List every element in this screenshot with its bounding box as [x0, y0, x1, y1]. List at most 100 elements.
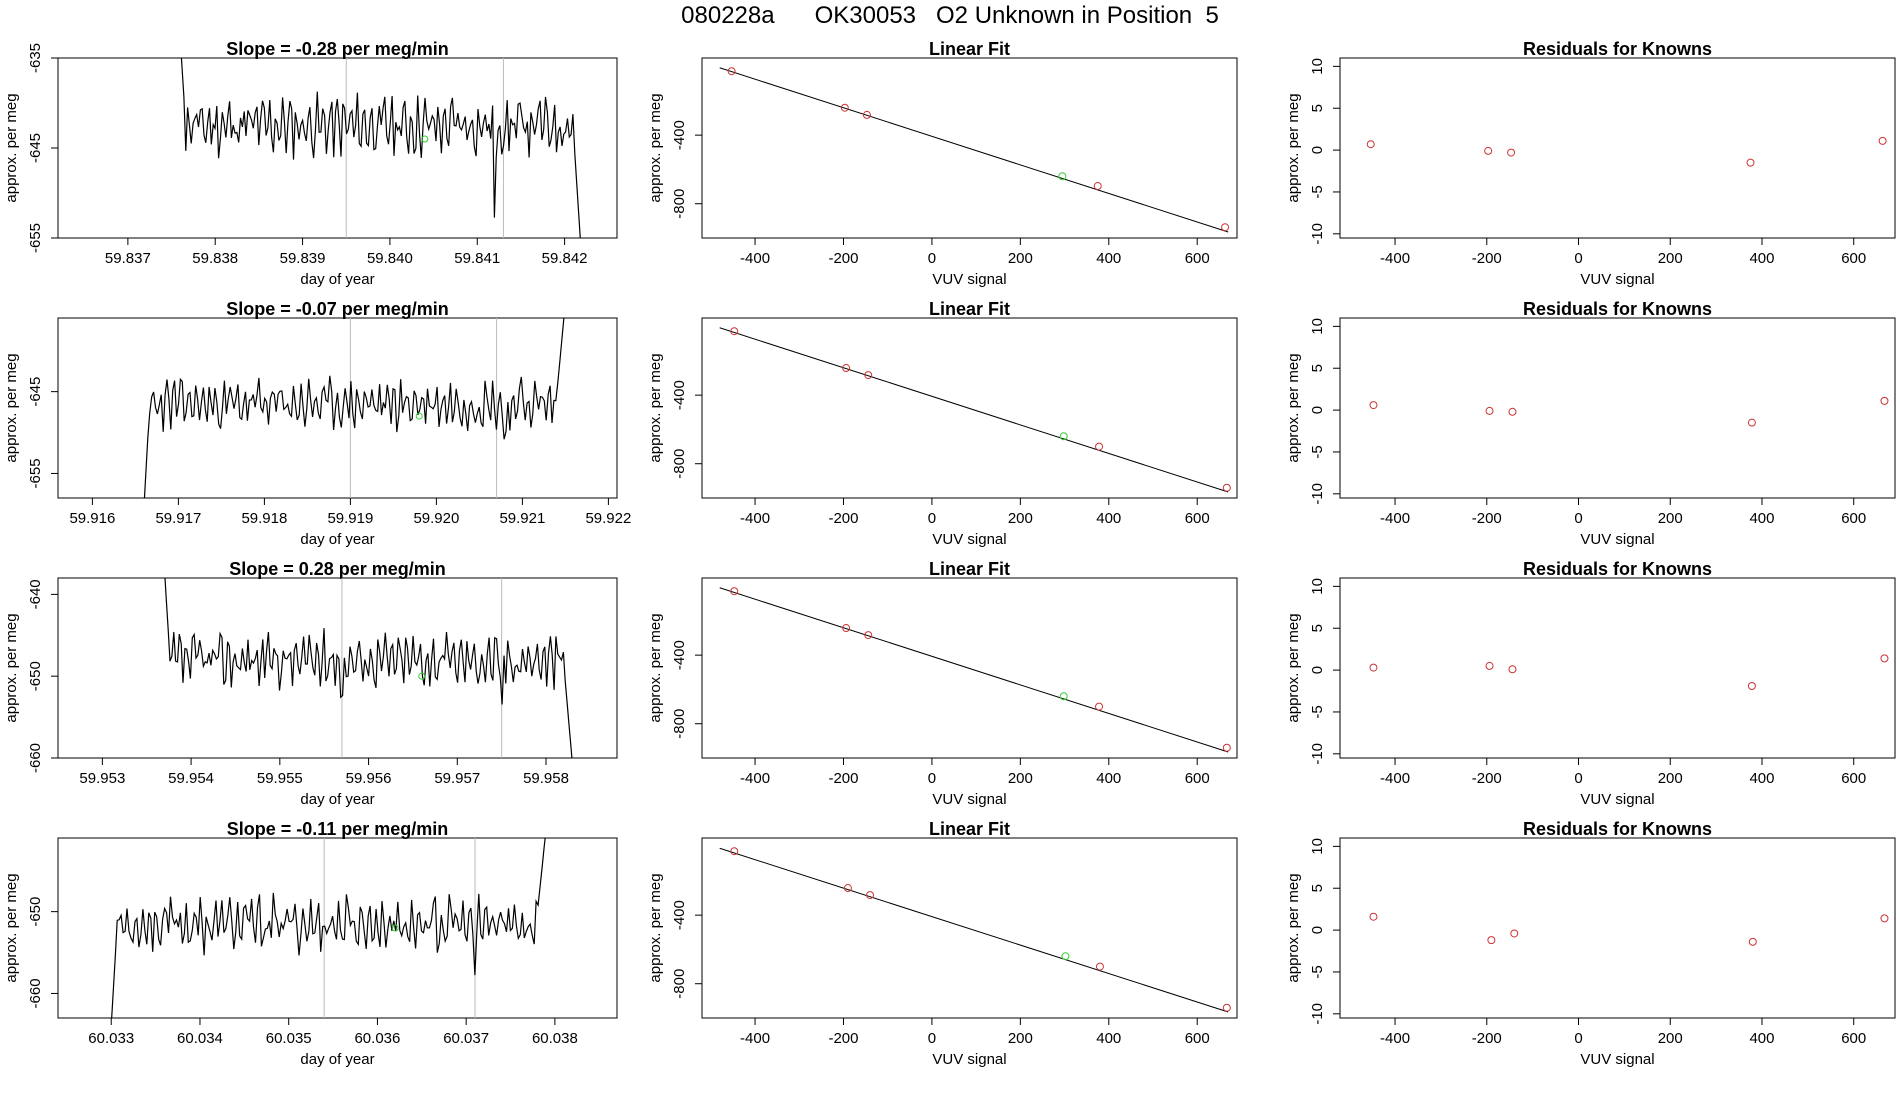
linear-fit-line: [719, 847, 1229, 1013]
residual-point: [1748, 937, 1757, 946]
linear-fit-y-tick-label: -400: [671, 900, 688, 930]
residuals-plot-frame: [1339, 317, 1896, 499]
residual-point: [1484, 146, 1493, 155]
linear-fit-x-tick-label: 400: [1096, 770, 1121, 787]
time-series-y-axis-label: approx. per meg: [3, 353, 20, 462]
time-series-plot-frame: [57, 577, 618, 759]
residual-point: [1369, 401, 1378, 410]
linear-fit-x-tick-label: 200: [1008, 1030, 1033, 1047]
residuals-title: Residuals for Knowns: [1523, 819, 1712, 839]
residuals-x-tick-label: -400: [1380, 250, 1410, 267]
linear-fit-unknown-point: [1059, 432, 1068, 441]
residuals-y-tick-label: 5: [1309, 104, 1326, 112]
residuals-x-tick-label: 0: [1574, 250, 1582, 267]
residuals-plot-frame: [1339, 577, 1896, 759]
time-series-x-axis-label: day of year: [300, 531, 374, 548]
residuals-x-tick-label: -400: [1380, 1030, 1410, 1047]
time-series-x-tick-label: 59.922: [585, 510, 631, 527]
time-series-x-tick-label: 59.919: [327, 510, 373, 527]
linear-fit-y-tick-label: -800: [671, 189, 688, 219]
time-series-unknown-point: [421, 135, 429, 143]
residuals-y-tick-label: -10: [1309, 223, 1326, 245]
residuals-y-tick-label: -5: [1309, 185, 1326, 198]
linear-fit-known-point: [862, 110, 871, 119]
time-series-x-tick-label: 60.034: [177, 1030, 223, 1047]
residuals-panel-row-4: Residuals for Knowns VUV signal approx. pe…: [1285, 819, 1896, 1068]
residual-point: [1880, 654, 1889, 663]
residuals-panel-row-2: Residuals for Knowns VUV signal approx. pe…: [1285, 299, 1896, 548]
time-series-trace-line: [111, 838, 546, 1018]
time-series-y-tick-label: -660: [27, 978, 44, 1008]
time-series-y-tick-label: -645: [27, 133, 44, 163]
residuals-x-tick-label: -200: [1472, 250, 1502, 267]
time-series-y-axis-label: approx. per meg: [3, 873, 20, 982]
time-series-y-tick-label: -645: [27, 377, 44, 407]
linear-fit-x-tick-label: 200: [1008, 250, 1033, 267]
residuals-x-tick-label: 600: [1841, 250, 1866, 267]
linear-fit-known-point: [730, 587, 739, 596]
linear-fit-x-axis-label: VUV signal: [932, 271, 1006, 288]
linear-fit-y-axis-label: approx. per meg: [647, 93, 664, 202]
time-series-y-tick-label: -655: [27, 223, 44, 253]
time-series-x-tick-label: 59.840: [367, 250, 413, 267]
residuals-x-tick-label: 200: [1658, 510, 1683, 527]
residual-point: [1487, 936, 1496, 945]
linear-fit-known-point: [1221, 223, 1230, 232]
linear-fit-y-axis-label: approx. per meg: [647, 613, 664, 722]
residuals-x-tick-label: 400: [1749, 1030, 1774, 1047]
residuals-x-tick-label: 600: [1841, 510, 1866, 527]
linear-fit-panel-row-3: Linear Fit VUV signal approx. per meg -400 -…: [647, 559, 1238, 808]
time-series-unknown-point: [391, 924, 399, 932]
residuals-y-axis-label: approx. per meg: [1285, 613, 1302, 722]
time-series-x-tick-label: 59.958: [523, 770, 569, 787]
linear-fit-known-point: [842, 624, 851, 633]
time-series-plot-frame: [57, 837, 618, 1019]
linear-fit-x-tick-label: 600: [1185, 770, 1210, 787]
residuals-x-tick-label: -200: [1472, 1030, 1502, 1047]
linear-fit-x-tick-label: -200: [828, 250, 858, 267]
residuals-x-tick-label: 400: [1749, 770, 1774, 787]
residual-point: [1746, 158, 1755, 167]
linear-fit-known-point: [727, 67, 736, 76]
residuals-y-tick-label: 5: [1309, 364, 1326, 372]
residuals-x-tick-label: 200: [1658, 250, 1683, 267]
residual-point: [1747, 418, 1756, 427]
time-series-panel-row-2: Slope = -0.07 per meg/min day of year appr…: [3, 299, 631, 548]
residuals-x-tick-label: 200: [1658, 770, 1683, 787]
linear-fit-panel-row-4: Linear Fit VUV signal approx. per meg -400 -…: [647, 819, 1238, 1068]
linear-fit-known-point: [840, 103, 849, 112]
linear-fit-panel-row-1: Linear Fit VUV signal approx. per meg -400 -…: [647, 39, 1238, 288]
time-series-title: Slope = -0.11 per meg/min: [227, 819, 449, 839]
linear-fit-known-point: [730, 327, 739, 336]
linear-fit-known-point: [1095, 442, 1104, 451]
time-series-x-tick-label: 60.037: [443, 1030, 489, 1047]
time-series-x-tick-label: 60.036: [354, 1030, 400, 1047]
residuals-x-tick-label: -200: [1472, 770, 1502, 787]
time-series-y-tick-label: -650: [27, 897, 44, 927]
residuals-x-axis-label: VUV signal: [1580, 791, 1654, 808]
residuals-y-axis-label: approx. per meg: [1285, 93, 1302, 202]
residuals-y-tick-label: 10: [1309, 578, 1326, 595]
residuals-y-tick-label: -5: [1309, 705, 1326, 718]
residuals-y-tick-label: 0: [1309, 406, 1326, 414]
residuals-title: Residuals for Knowns: [1523, 559, 1712, 579]
time-series-x-tick-label: 59.954: [168, 770, 214, 787]
residuals-panel-row-3: Residuals for Knowns VUV signal approx. pe…: [1285, 559, 1896, 808]
residuals-y-tick-label: 10: [1309, 838, 1326, 855]
residual-point: [1485, 661, 1494, 670]
residuals-y-tick-label: -10: [1309, 483, 1326, 505]
residual-point: [1485, 406, 1494, 415]
residuals-plot-frame: [1339, 837, 1896, 1019]
linear-fit-known-point: [1093, 182, 1102, 191]
residuals-x-axis-label: VUV signal: [1580, 1051, 1654, 1068]
time-series-y-axis-label: approx. per meg: [3, 93, 20, 202]
time-series-plot-frame: [57, 317, 618, 499]
residuals-y-tick-label: 5: [1309, 624, 1326, 632]
figure-title: 080228a OK30053 O2 Unknown in Position 5: [681, 2, 1219, 29]
time-series-y-tick-label: -655: [27, 458, 44, 488]
linear-fit-plot-frame: [701, 577, 1238, 759]
residual-point: [1510, 929, 1519, 938]
linear-fit-x-tick-label: -400: [740, 770, 770, 787]
residual-point: [1508, 665, 1517, 674]
linear-fit-x-tick-label: 0: [928, 510, 936, 527]
